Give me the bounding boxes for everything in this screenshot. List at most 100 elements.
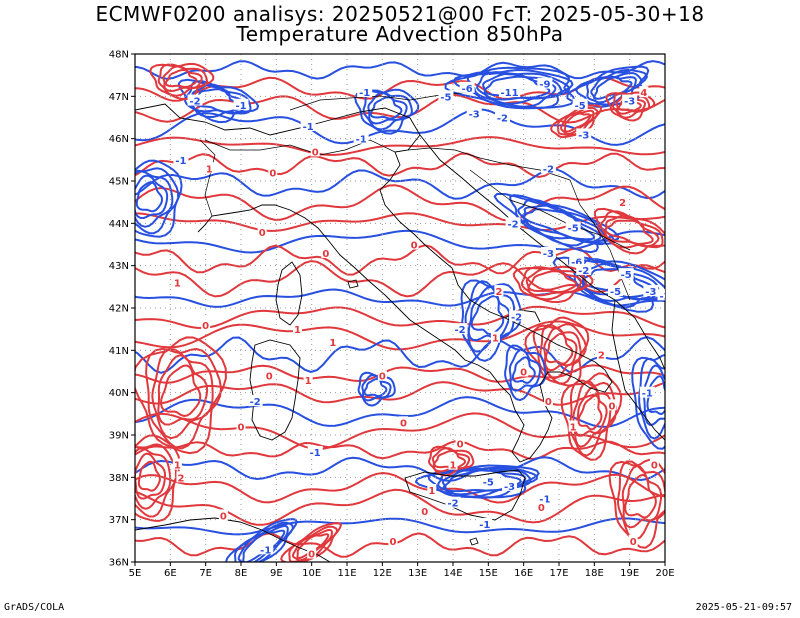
contour-line bbox=[566, 65, 650, 108]
contour-label: -3 bbox=[504, 482, 515, 493]
map-subtitle: Temperature Advection 850hPa bbox=[236, 22, 564, 46]
x-tick-label: 14E bbox=[443, 568, 462, 579]
contour-label-bg bbox=[455, 437, 465, 449]
contour-label-bg bbox=[445, 496, 461, 508]
contour-label: 0 bbox=[220, 511, 227, 522]
contour-label-bg bbox=[565, 221, 581, 233]
contour-line bbox=[135, 488, 665, 526]
border-alps bbox=[199, 139, 216, 217]
contour-label: -2 bbox=[508, 219, 519, 230]
contour-label-bg bbox=[502, 479, 518, 491]
lat-lon-grid bbox=[135, 54, 665, 562]
contour-line bbox=[135, 452, 166, 500]
contour-line bbox=[512, 265, 594, 303]
contour-label-bg bbox=[536, 500, 546, 512]
contour-label-bg bbox=[540, 162, 556, 174]
x-tick-label: 19E bbox=[620, 568, 639, 579]
x-tick-label: 9E bbox=[270, 568, 283, 579]
contour-label: -1 bbox=[235, 101, 246, 112]
contour-label: 0 bbox=[308, 550, 315, 561]
contour-line bbox=[135, 167, 180, 235]
contour-label-bg bbox=[328, 335, 338, 347]
contour-line bbox=[135, 434, 181, 522]
contour-label: 0 bbox=[379, 372, 386, 383]
contour-label: 1 bbox=[570, 423, 577, 434]
contour-label-bg bbox=[258, 543, 274, 555]
contour-line bbox=[135, 184, 665, 222]
contour-label: 0 bbox=[400, 418, 407, 429]
y-tick-label: 47N bbox=[109, 92, 129, 103]
contour-label: 1 bbox=[174, 461, 181, 472]
contour-line bbox=[414, 464, 540, 499]
contour-label: 2 bbox=[598, 351, 605, 362]
contour-label: -3 bbox=[645, 287, 656, 298]
contour-line bbox=[638, 357, 665, 440]
contour-label: -3 bbox=[469, 109, 480, 120]
contour-line bbox=[135, 174, 169, 219]
contour-label-bg bbox=[420, 505, 430, 517]
contour-line bbox=[493, 192, 620, 254]
contour-label-bg bbox=[569, 255, 585, 267]
contour-label-bg bbox=[201, 318, 211, 330]
x-tick-label: 16E bbox=[514, 568, 533, 579]
contour-label-bg bbox=[490, 331, 500, 343]
contour-field bbox=[135, 60, 665, 562]
contour-line bbox=[574, 386, 608, 437]
contour-line bbox=[137, 460, 161, 492]
y-tick-label: 36N bbox=[109, 558, 129, 569]
contour-label-bg bbox=[622, 94, 638, 106]
contour-label: -5 bbox=[610, 287, 621, 298]
contour-label: 0 bbox=[411, 241, 418, 252]
contour-line bbox=[234, 521, 294, 562]
contour-label: -2 bbox=[250, 397, 261, 408]
contour-label: 0 bbox=[266, 372, 273, 383]
contour-line bbox=[444, 66, 576, 110]
contour-label: 1 bbox=[294, 325, 301, 336]
contour-line bbox=[135, 443, 177, 518]
contour-label-bg bbox=[639, 86, 649, 98]
contour-label-bg bbox=[300, 119, 316, 131]
contour-label-bg bbox=[307, 445, 323, 457]
x-tick-label: 6E bbox=[164, 568, 177, 579]
contour-label-bg bbox=[540, 246, 556, 258]
contour-label-bg bbox=[618, 268, 634, 280]
contour-label-bg bbox=[204, 162, 214, 174]
contour-label: 0 bbox=[269, 169, 276, 180]
contour-label: -2 bbox=[578, 266, 589, 277]
contour-line bbox=[151, 348, 214, 440]
contour-line bbox=[612, 92, 651, 119]
contour-label: 0 bbox=[457, 439, 464, 450]
contour-label: 0 bbox=[312, 147, 319, 158]
contour-label: -2 bbox=[447, 499, 458, 510]
y-tick-label: 46N bbox=[109, 134, 129, 145]
contour-label-bg bbox=[576, 263, 592, 275]
contour-line bbox=[135, 440, 665, 461]
contour-label-bg bbox=[257, 225, 267, 237]
coast-malta bbox=[469, 537, 479, 546]
contour-label-bg bbox=[480, 475, 496, 487]
contour-label-bg bbox=[307, 547, 317, 559]
contour-label: 2 bbox=[619, 198, 626, 209]
contour-line bbox=[532, 323, 587, 385]
contour-line bbox=[556, 106, 599, 136]
contour-line bbox=[135, 305, 665, 330]
contour-label: 1 bbox=[305, 376, 312, 387]
footer-timestamp: 2025-05-21-09:57 bbox=[695, 602, 792, 613]
contour-label: 4 bbox=[640, 88, 647, 99]
contour-line bbox=[135, 168, 665, 200]
coast-elba bbox=[347, 279, 359, 289]
y-tick-label: 48N bbox=[109, 50, 129, 61]
y-tick-label: 37N bbox=[109, 515, 129, 526]
contour-label-bg bbox=[264, 369, 274, 381]
contour-line bbox=[511, 356, 536, 384]
contour-label: -1 bbox=[303, 122, 314, 133]
contour-label-bg bbox=[628, 534, 638, 546]
contour-label-bg bbox=[353, 132, 369, 144]
contour-line bbox=[135, 60, 665, 80]
y-tick-label: 40N bbox=[109, 388, 129, 399]
contour-label: -5 bbox=[575, 101, 586, 112]
coast-sardinia bbox=[249, 339, 301, 441]
contour-label-bg bbox=[657, 289, 665, 301]
contour-label: 0 bbox=[238, 423, 245, 434]
contour-label-bg bbox=[218, 509, 228, 521]
